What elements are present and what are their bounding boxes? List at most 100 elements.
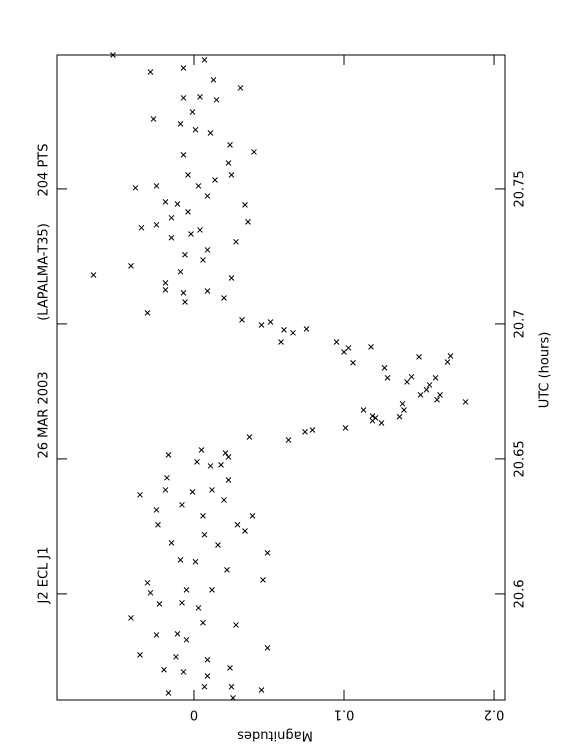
data-point — [209, 586, 215, 593]
data-point — [147, 69, 154, 75]
data-point — [204, 656, 211, 663]
data-point — [290, 329, 296, 336]
data-point — [417, 392, 424, 398]
data-point — [260, 577, 266, 583]
data-point — [128, 615, 134, 621]
data-point — [161, 666, 167, 673]
data-point — [309, 427, 316, 433]
data-point — [384, 375, 391, 381]
data-point — [162, 280, 169, 286]
data-point — [179, 501, 185, 508]
data-point — [200, 257, 206, 263]
data-point — [137, 491, 143, 498]
data-point — [138, 224, 145, 231]
title-part: 204 PTS — [37, 144, 52, 197]
data-point — [278, 339, 284, 345]
data-point — [165, 451, 172, 458]
data-point — [153, 183, 160, 189]
data-point — [285, 437, 292, 443]
data-point — [153, 221, 160, 228]
data-point — [212, 177, 218, 183]
data-point — [201, 683, 208, 690]
data-point — [225, 454, 232, 460]
data-point — [396, 413, 403, 420]
data-point — [182, 299, 188, 305]
data-point — [177, 120, 184, 127]
data-point — [180, 290, 187, 296]
data-point — [233, 622, 239, 628]
data-point — [342, 424, 349, 431]
data-point — [110, 52, 116, 58]
title-part: (LAPALMA-T35) — [37, 223, 52, 321]
data-point — [378, 420, 385, 426]
data-point — [258, 322, 265, 328]
data-point — [246, 434, 253, 440]
y-tick-label: 0 — [190, 707, 198, 722]
data-point — [168, 214, 175, 221]
data-point — [264, 645, 271, 651]
data-point — [416, 353, 422, 360]
data-point — [165, 690, 172, 696]
data-point — [239, 317, 245, 323]
data-point — [408, 373, 415, 380]
x-tick-label: 20.65 — [513, 440, 528, 477]
data-point — [195, 605, 202, 611]
data-point — [213, 96, 220, 103]
data-point — [204, 673, 211, 679]
data-point — [174, 201, 181, 207]
data-point — [230, 694, 236, 701]
data-point — [200, 619, 206, 626]
data-point — [132, 184, 139, 191]
data-point — [345, 345, 352, 351]
data-point — [242, 528, 248, 534]
data-point — [228, 683, 235, 690]
data-point — [302, 429, 308, 435]
data-point — [227, 142, 233, 148]
data-point — [264, 550, 271, 556]
data-point — [164, 474, 170, 481]
data-point — [192, 558, 199, 565]
data-point — [185, 172, 191, 178]
title-part: J2 ECL J1 — [37, 546, 52, 604]
data-point — [434, 396, 440, 403]
data-point — [153, 632, 160, 638]
data-point — [168, 540, 175, 546]
data-point — [150, 116, 157, 122]
data-point — [207, 130, 214, 136]
data-point — [204, 247, 211, 253]
data-point — [369, 417, 376, 424]
y-tick-label: 0.2 — [484, 707, 505, 722]
data-point — [182, 251, 188, 258]
data-point — [221, 295, 227, 301]
data-point — [183, 586, 190, 593]
data-point — [173, 653, 179, 660]
data-point — [207, 463, 214, 469]
data-point — [333, 339, 340, 345]
plot-frame — [56, 54, 506, 701]
data-point — [180, 152, 187, 158]
data-point — [192, 126, 199, 133]
data-point — [179, 599, 185, 606]
data-point — [201, 531, 208, 538]
data-point — [168, 234, 175, 241]
x-axis-label: UTC (hours) — [538, 332, 553, 409]
x-tick-label: 20.75 — [513, 170, 528, 207]
data-point — [242, 201, 248, 208]
data-point — [188, 231, 194, 237]
data-point — [144, 579, 151, 586]
data-point — [360, 407, 367, 413]
data-point — [218, 461, 224, 468]
data-point — [281, 326, 287, 333]
data-point — [368, 344, 374, 350]
data-point — [128, 263, 134, 269]
data-point — [209, 487, 215, 493]
y-axis-label: Magnitudes — [237, 728, 313, 743]
data-point — [197, 93, 203, 100]
data-point — [225, 160, 232, 166]
data-point — [444, 359, 451, 365]
data-point — [237, 85, 244, 91]
data-point — [462, 399, 469, 405]
data-point — [147, 589, 154, 596]
data-point — [447, 353, 454, 359]
data-point — [153, 507, 160, 513]
